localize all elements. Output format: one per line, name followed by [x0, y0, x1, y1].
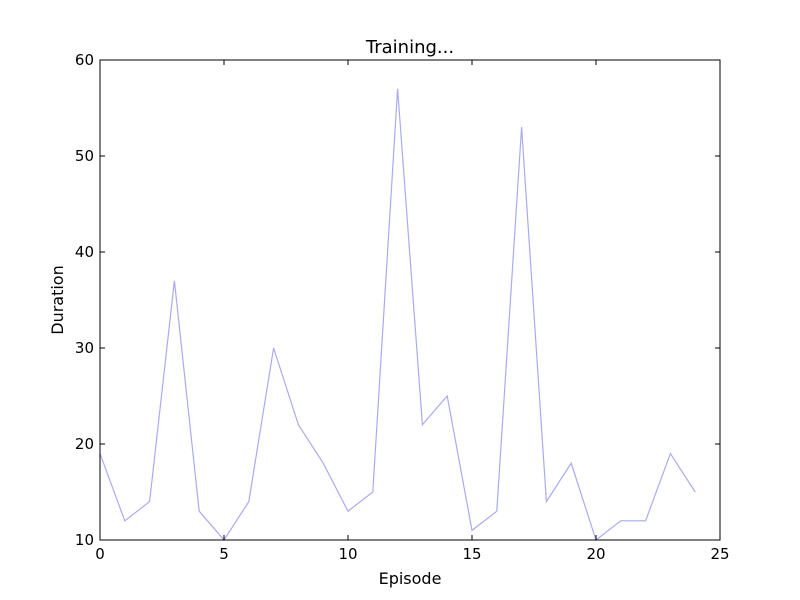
- x-tick-label: 10: [338, 545, 357, 563]
- x-tick-label: 0: [95, 545, 105, 563]
- y-tick-label: 60: [75, 51, 94, 69]
- y-axis-label: Duration: [48, 265, 67, 335]
- x-tick-label: 25: [710, 545, 729, 563]
- y-axis-ticks: 10 20 30 40 50 60: [75, 51, 720, 549]
- x-axis-ticks: 0 5 10 15 20 25: [95, 60, 730, 563]
- y-tick-label: 40: [75, 243, 94, 261]
- y-tick-label: 10: [75, 531, 94, 549]
- plot-frame: [99, 59, 721, 541]
- chart-title: Training...: [365, 37, 454, 58]
- y-tick-label: 20: [75, 435, 94, 453]
- x-axis-label: Episode: [379, 569, 442, 588]
- x-tick-label: 5: [219, 545, 229, 563]
- y-tick-label: 30: [75, 339, 94, 357]
- y-tick-label: 50: [75, 147, 94, 165]
- x-tick-label: 15: [462, 545, 481, 563]
- x-tick-label: 20: [586, 545, 605, 563]
